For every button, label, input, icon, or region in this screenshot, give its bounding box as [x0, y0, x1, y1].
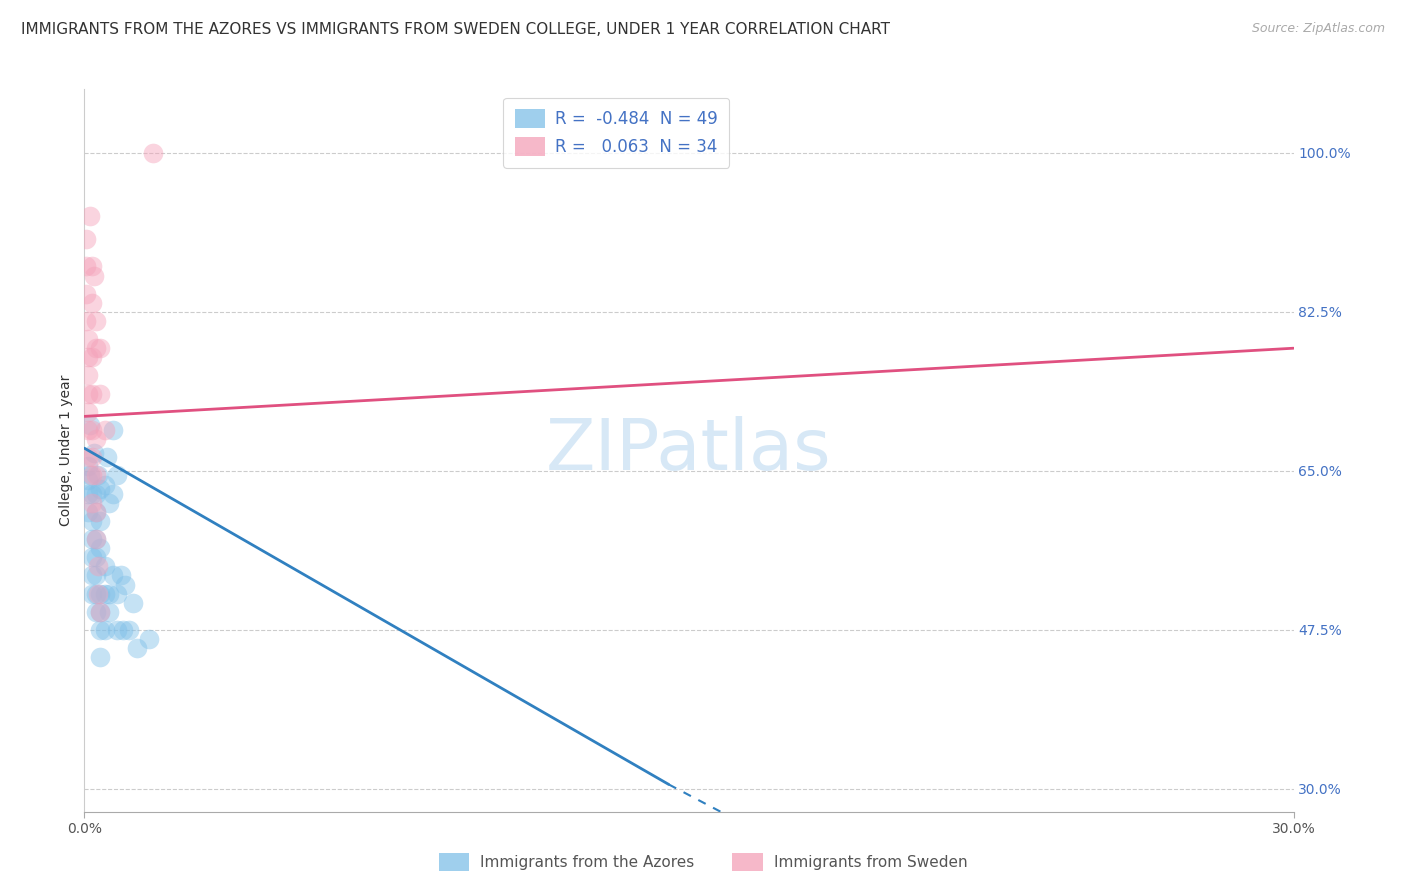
Point: [89, 650, 111, 665]
Point: [87, 586, 110, 600]
Point: [86, 605, 108, 619]
Point: [82, 295, 104, 310]
Point: [97, 586, 120, 600]
Point: [89, 514, 111, 528]
Point: [89, 482, 111, 496]
Text: IMMIGRANTS FROM THE AZORES VS IMMIGRANTS FROM SWEDEN COLLEGE, UNDER 1 YEAR CORRE: IMMIGRANTS FROM THE AZORES VS IMMIGRANTS…: [21, 22, 890, 37]
Point: [82, 568, 104, 582]
Point: [93, 559, 115, 574]
Point: [110, 568, 132, 582]
Point: [93, 423, 115, 437]
Point: [77, 423, 100, 437]
Text: Source: ZipAtlas.com: Source: ZipAtlas.com: [1251, 22, 1385, 36]
Point: [86, 505, 108, 519]
Point: [105, 468, 128, 483]
Point: [75, 286, 97, 301]
Point: [75, 260, 97, 274]
Point: [86, 550, 108, 565]
Point: [82, 260, 104, 274]
Point: [79, 468, 101, 483]
Point: [77, 386, 100, 401]
Point: [77, 486, 100, 500]
Point: [96, 450, 118, 465]
Point: [86, 341, 108, 355]
Point: [89, 341, 111, 355]
Point: [82, 386, 104, 401]
Y-axis label: College, Under 1 year: College, Under 1 year: [59, 375, 73, 526]
Point: [142, 145, 165, 160]
Point: [82, 468, 104, 483]
Point: [75, 232, 97, 246]
Legend: Immigrants from the Azores, Immigrants from Sweden: Immigrants from the Azores, Immigrants f…: [433, 847, 973, 877]
Point: [93, 477, 115, 491]
Point: [86, 586, 108, 600]
Point: [105, 623, 128, 637]
Point: [87, 559, 110, 574]
Point: [77, 351, 100, 365]
Point: [77, 459, 100, 474]
Point: [93, 586, 115, 600]
Point: [77, 473, 100, 487]
Point: [89, 623, 111, 637]
Point: [77, 368, 100, 383]
Point: [89, 586, 111, 600]
Point: [82, 450, 104, 465]
Text: ZIPatlas: ZIPatlas: [546, 416, 832, 485]
Point: [79, 418, 101, 433]
Point: [77, 505, 100, 519]
Point: [82, 423, 104, 437]
Point: [89, 541, 111, 556]
Point: [89, 605, 111, 619]
Point: [101, 486, 124, 500]
Point: [89, 605, 111, 619]
Point: [121, 596, 143, 610]
Legend: R =  -0.484  N = 49, R =   0.063  N = 34: R = -0.484 N = 49, R = 0.063 N = 34: [503, 97, 730, 168]
Point: [97, 605, 120, 619]
Point: [82, 351, 104, 365]
Point: [82, 486, 104, 500]
Point: [77, 450, 100, 465]
Point: [101, 423, 124, 437]
Point: [118, 623, 141, 637]
Point: [101, 568, 124, 582]
Point: [93, 623, 115, 637]
Point: [89, 386, 111, 401]
Point: [86, 486, 108, 500]
Point: [86, 568, 108, 582]
Point: [86, 468, 108, 483]
Point: [82, 586, 104, 600]
Point: [86, 505, 108, 519]
Point: [86, 314, 108, 328]
Point: [82, 514, 104, 528]
Point: [97, 496, 120, 510]
Point: [82, 550, 104, 565]
Point: [82, 532, 104, 546]
Point: [111, 623, 134, 637]
Point: [114, 577, 136, 591]
Point: [82, 496, 104, 510]
Point: [77, 405, 100, 419]
Point: [138, 632, 160, 646]
Point: [77, 332, 100, 346]
Point: [75, 314, 97, 328]
Point: [79, 210, 101, 224]
Point: [125, 641, 148, 656]
Point: [86, 532, 108, 546]
Point: [86, 532, 108, 546]
Point: [87, 468, 110, 483]
Point: [83, 446, 105, 460]
Point: [105, 586, 128, 600]
Point: [83, 268, 105, 283]
Point: [86, 432, 108, 446]
